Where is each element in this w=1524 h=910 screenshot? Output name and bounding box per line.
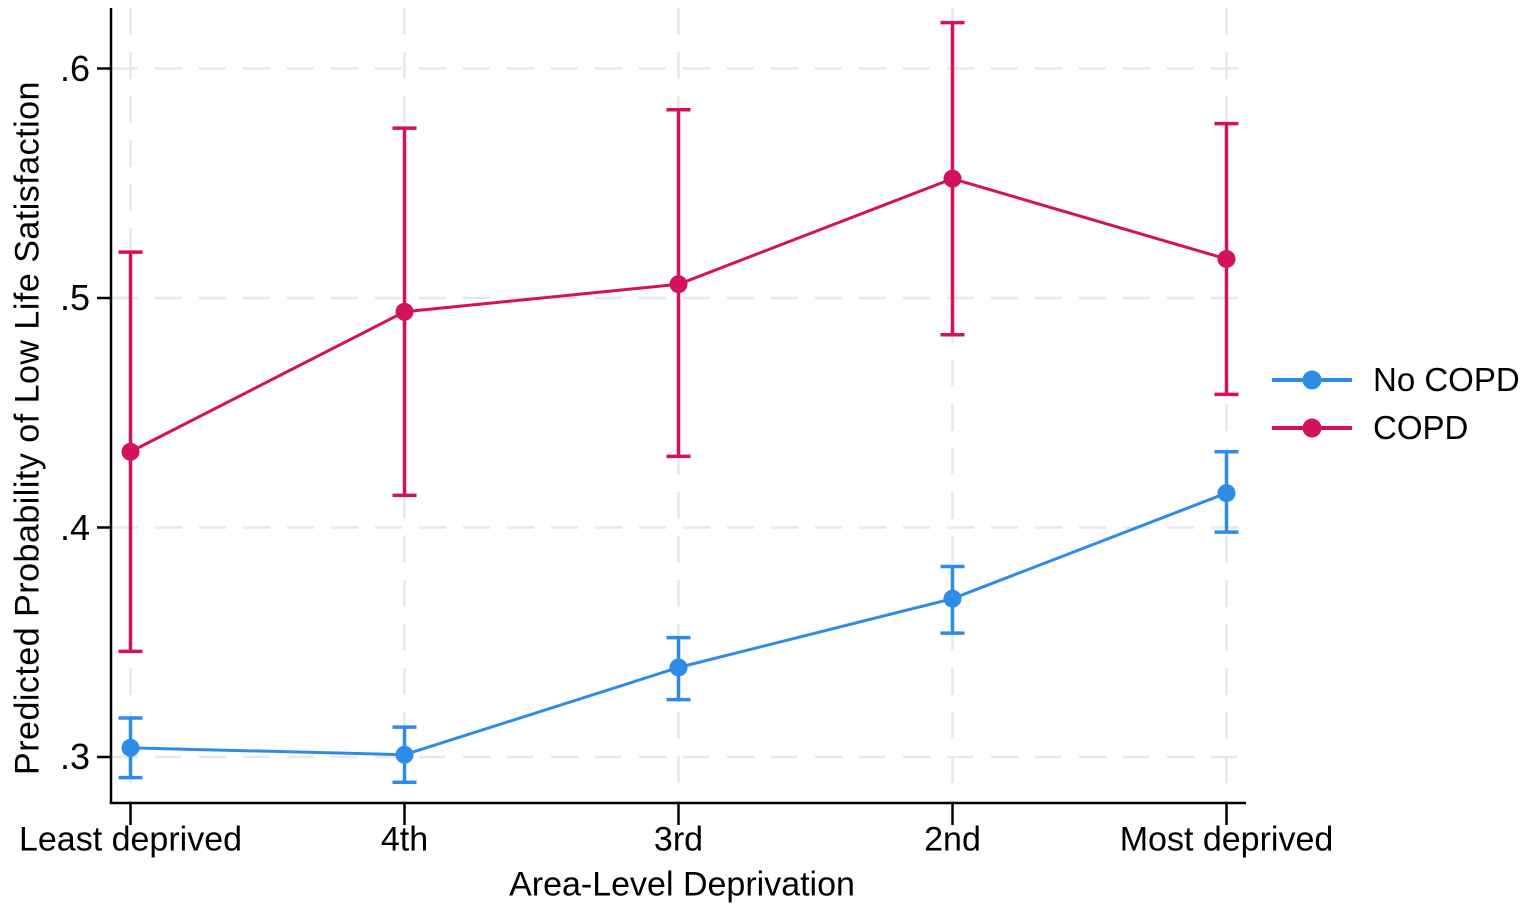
data-point	[943, 169, 962, 188]
legend-label: No COPD	[1373, 361, 1520, 398]
data-point	[669, 658, 688, 677]
x-axis-title: Area-Level Deprivation	[509, 865, 855, 904]
data-point	[943, 589, 962, 608]
legend-item-no-copd: No COPD	[1272, 361, 1520, 399]
legend-item-copd: COPD	[1272, 409, 1468, 447]
y-tick-label: .3	[59, 736, 90, 777]
x-tick-label: Least deprived	[18, 820, 243, 859]
y-tick-label: .6	[59, 47, 90, 89]
data-point	[669, 275, 688, 294]
data-point	[121, 738, 140, 757]
y-axis-title: Predicted Probability of Low Life Satisf…	[8, 81, 47, 775]
data-point	[1217, 249, 1236, 268]
x-tick-label: 4th	[380, 820, 429, 859]
legend-label: COPD	[1373, 409, 1469, 446]
legend-dot-icon	[1302, 418, 1322, 438]
y-tick-label: .5	[59, 277, 90, 318]
legend-line-marker-icon	[1272, 370, 1352, 390]
x-tick-label: Most deprived	[1119, 820, 1334, 859]
data-point	[395, 745, 414, 764]
x-tick-label: 3rd	[653, 820, 704, 859]
data-point	[1217, 484, 1236, 503]
data-point	[121, 442, 140, 461]
x-tick-label: 2nd	[924, 820, 981, 859]
y-tick-label: .4	[59, 506, 90, 548]
data-point	[395, 302, 414, 321]
legend-dot-icon	[1302, 370, 1322, 390]
legend-line-marker-icon	[1272, 418, 1352, 438]
